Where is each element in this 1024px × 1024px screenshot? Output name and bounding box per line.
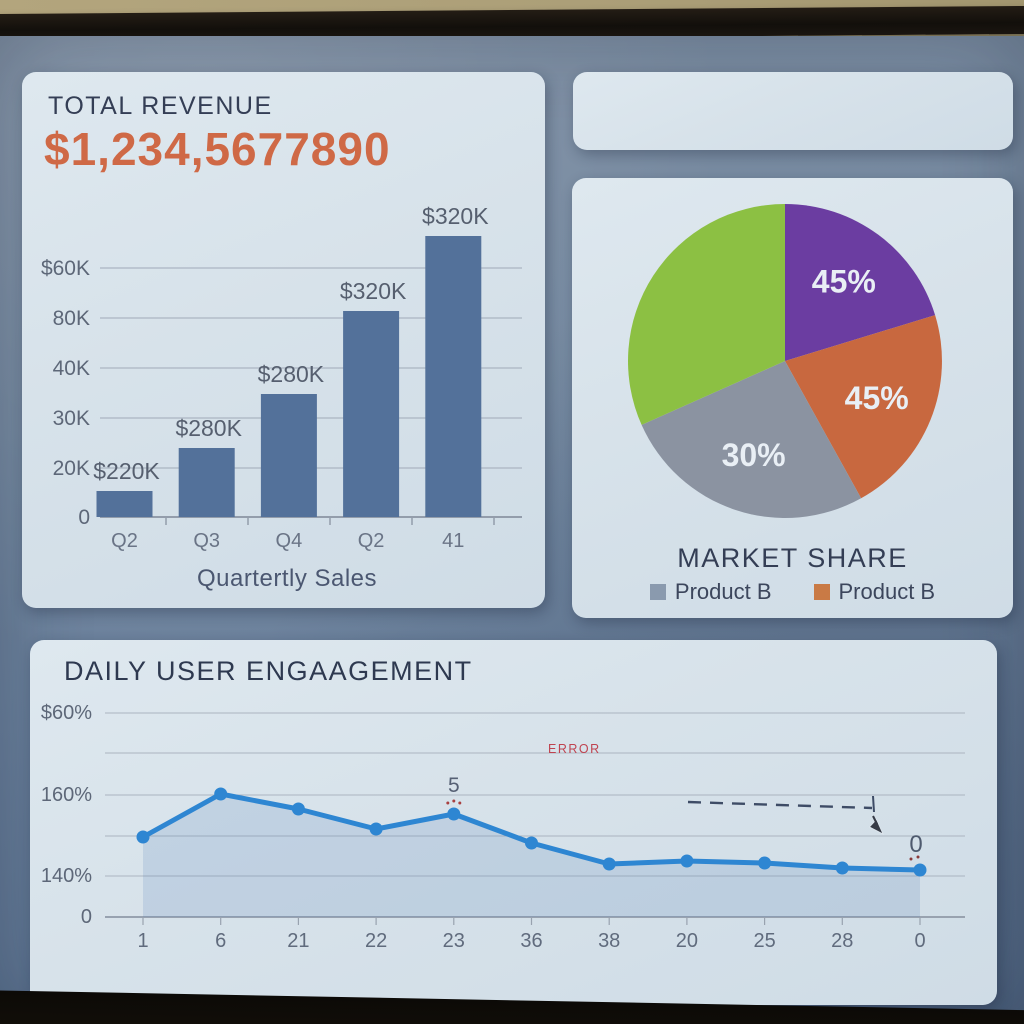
market-share-card: 45% 45% 30% MARKET SHARE Product B Product … <box>572 178 1013 618</box>
pie-slice <box>641 361 862 518</box>
revenue-card-title: TOTAL REVENUE <box>48 92 273 120</box>
error-label: ERROR <box>548 742 601 756</box>
artifact-speck <box>452 799 456 803</box>
legend-item: Product B <box>649 579 772 605</box>
bar-y-tick-label: 80K <box>53 307 90 330</box>
bar-chart-caption: Quartertly Sales <box>197 565 377 592</box>
bar-y-tick-label: 0 <box>78 506 90 529</box>
line-data-point <box>913 863 927 877</box>
bar-value-label: $280K <box>258 361 325 387</box>
legend-label: Product B <box>674 579 772 604</box>
artifact-speck <box>916 855 920 859</box>
bar-value-label: $280K <box>175 415 242 441</box>
pie-slice-label: 45% <box>845 380 909 416</box>
line-data-point <box>291 802 305 816</box>
bar <box>96 491 153 517</box>
line-x-tick-label: 38 <box>598 930 620 952</box>
line-x-tick-label: 36 <box>520 930 542 952</box>
line-area-fill <box>143 794 920 917</box>
line-x-tick-label: 23 <box>443 930 465 952</box>
pie-slice-label: 45% <box>812 263 876 299</box>
line-x-tick-label: 6 <box>215 930 226 952</box>
line-x-tick-label: 0 <box>914 930 925 952</box>
bar <box>260 394 317 517</box>
line-x-tick-label: 22 <box>365 930 387 952</box>
revenue-card: 0 20K 30K 40K 80K $60K $220K Q2 $280K Q3 $280K Q4 $3… <box>22 72 545 608</box>
line-x-tick-label: 20 <box>676 930 698 952</box>
market-share-title: MARKET SHARE <box>677 543 908 573</box>
bar-category-label: 41 <box>442 530 464 552</box>
artifact-speck <box>458 801 462 805</box>
bar <box>343 311 400 517</box>
bar-category-label: Q2 <box>358 530 385 552</box>
quarterly-sales-bar-chart: 0 20K 30K 40K 80K $60K $220K Q2 $280K Q3 $280K Q4 $3… <box>41 203 522 592</box>
empty-card <box>573 72 1013 150</box>
line-data-point <box>758 856 772 870</box>
daily-engagement-line-chart: 0 140% 160% $60% 1 6 21 22 23 36 38 20 25 28 0 ERROR 5 0 <box>41 702 965 952</box>
artifact-speck <box>909 857 913 861</box>
line-data-point <box>136 830 150 844</box>
line-data-point <box>447 807 461 821</box>
line-y-tick-label: 0 <box>81 906 92 928</box>
engagement-title: DAILY USER ENGAAGEMENT <box>64 656 473 686</box>
peak-annotation: 5 <box>448 774 460 797</box>
line-y-tick-label: 160% <box>41 784 92 806</box>
bar-value-label: $320K <box>340 278 407 304</box>
market-share-pie-chart: 45% 45% 30% <box>628 204 942 518</box>
bar-value-label: $220K <box>93 458 160 484</box>
dashboard-screen: 0 20K 30K 40K 80K $60K $220K Q2 $280K Q3 $280K Q4 $3… <box>0 36 1024 1024</box>
line-data-point <box>369 822 383 836</box>
pie-slice-label: 30% <box>722 437 786 473</box>
bar-category-label: Q2 <box>111 530 138 552</box>
mouse-cursor-icon <box>868 818 884 835</box>
end-annotation: 0 <box>909 831 922 858</box>
bar-y-tick-label: 20K <box>53 457 90 480</box>
mouse-cursor-tail <box>872 815 878 825</box>
line-data-point <box>214 787 228 801</box>
line-data-point <box>602 857 616 871</box>
line-x-tick-label: 28 <box>831 930 853 952</box>
dashed-annotation-line <box>687 800 873 810</box>
line-y-tick-label: $60% <box>41 702 92 724</box>
pie-legend: Product B Product B <box>572 579 1013 605</box>
bar-category-label: Q3 <box>193 530 220 552</box>
line-x-tick-label: 1 <box>137 930 148 952</box>
bar-value-label: $320K <box>422 203 489 229</box>
line-x-tick-label: 21 <box>287 930 309 952</box>
line-x-tick-label: 25 <box>753 930 775 952</box>
bar-y-tick-label: 30K <box>53 407 90 430</box>
bar-category-label: Q4 <box>276 530 303 552</box>
pie-slice <box>785 204 936 361</box>
engagement-card: 0 140% 160% $60% 1 6 21 22 23 36 38 20 25 28 0 ERROR 5 0 … <box>30 640 997 1005</box>
legend-swatch <box>813 584 830 600</box>
line-data-point <box>680 854 694 868</box>
bar <box>425 236 482 517</box>
bar <box>178 448 235 517</box>
legend-swatch <box>649 584 666 600</box>
line-data-point <box>525 836 538 850</box>
total-revenue-value: $1,234,5677890 <box>44 123 391 175</box>
artifact-speck <box>446 801 450 805</box>
pie-slice <box>785 315 942 499</box>
pie-slice <box>628 204 785 425</box>
dashed-line-end-tick <box>872 795 875 813</box>
bar-y-tick-label: 40K <box>53 357 90 380</box>
legend-label: Product B <box>838 579 936 604</box>
line-data-point <box>835 861 849 875</box>
legend-item: Product B <box>813 579 936 605</box>
bar-y-tick-label: $60K <box>41 257 90 280</box>
line-y-tick-label: 140% <box>41 865 92 887</box>
